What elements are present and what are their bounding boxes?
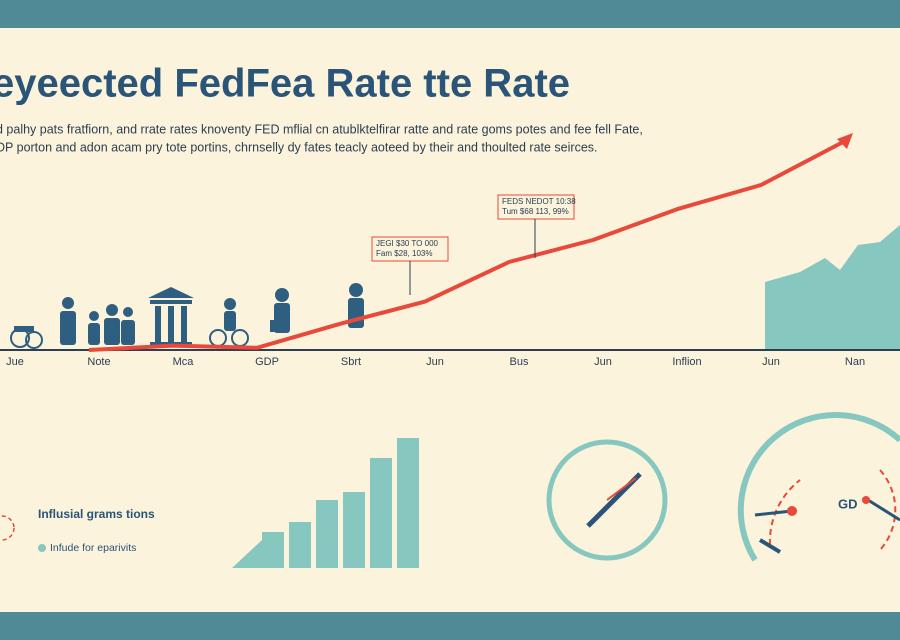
arrow-head: [837, 133, 853, 149]
x-tick-label: Jun: [762, 356, 780, 368]
bar: [370, 458, 392, 568]
subtitle-line: DP porton and adon acam pry tote portins…: [0, 140, 598, 154]
title: eyeected FedFea Rate tte Rate: [0, 62, 570, 106]
bar: [262, 532, 284, 568]
area-decoration: [765, 225, 900, 350]
annotation-box: [371, 236, 449, 262]
legend-swatch: [38, 544, 46, 552]
annotation-text: JEGI $30 TO 000: [376, 239, 439, 248]
legend-label: Infude for eparivits: [50, 542, 136, 554]
x-tick-label: Bus: [510, 356, 529, 368]
bar: [397, 438, 419, 568]
gauge: [737, 412, 900, 562]
ramp-decoration: [232, 540, 262, 568]
x-tick-label: Mca: [173, 356, 195, 368]
bar: [316, 500, 338, 568]
decoration: [0, 515, 15, 541]
x-tick-label: Jun: [594, 356, 612, 368]
x-tick-label: GDP: [255, 356, 279, 368]
subtitle-line: d palhy pats fratfiorn, and rrate rates …: [0, 122, 643, 136]
x-tick-label: Sbrt: [341, 356, 361, 368]
x-tick-label: Nan: [845, 356, 865, 368]
bar-chart-title: Influsial grams tions: [38, 507, 155, 521]
gauge-label: GD: [838, 496, 858, 511]
x-tick-label: Inflion: [672, 356, 701, 368]
top-band: [0, 0, 900, 28]
x-tick-label: Jue: [6, 356, 24, 368]
bottom-band: [0, 612, 900, 640]
x-tick-label: Jun: [426, 356, 444, 368]
bar: [343, 492, 365, 568]
annotation-text: Tum $68 113, 99%: [502, 207, 569, 216]
line: [88, 139, 846, 352]
x-tick-label: Note: [87, 356, 110, 368]
clock: [546, 439, 668, 561]
annotation-text: Fam $28, 103%: [376, 249, 432, 258]
annotation-box: [497, 194, 575, 220]
annotation-text: FEDS NEDOT 10:38: [502, 197, 576, 206]
bar: [289, 522, 311, 568]
